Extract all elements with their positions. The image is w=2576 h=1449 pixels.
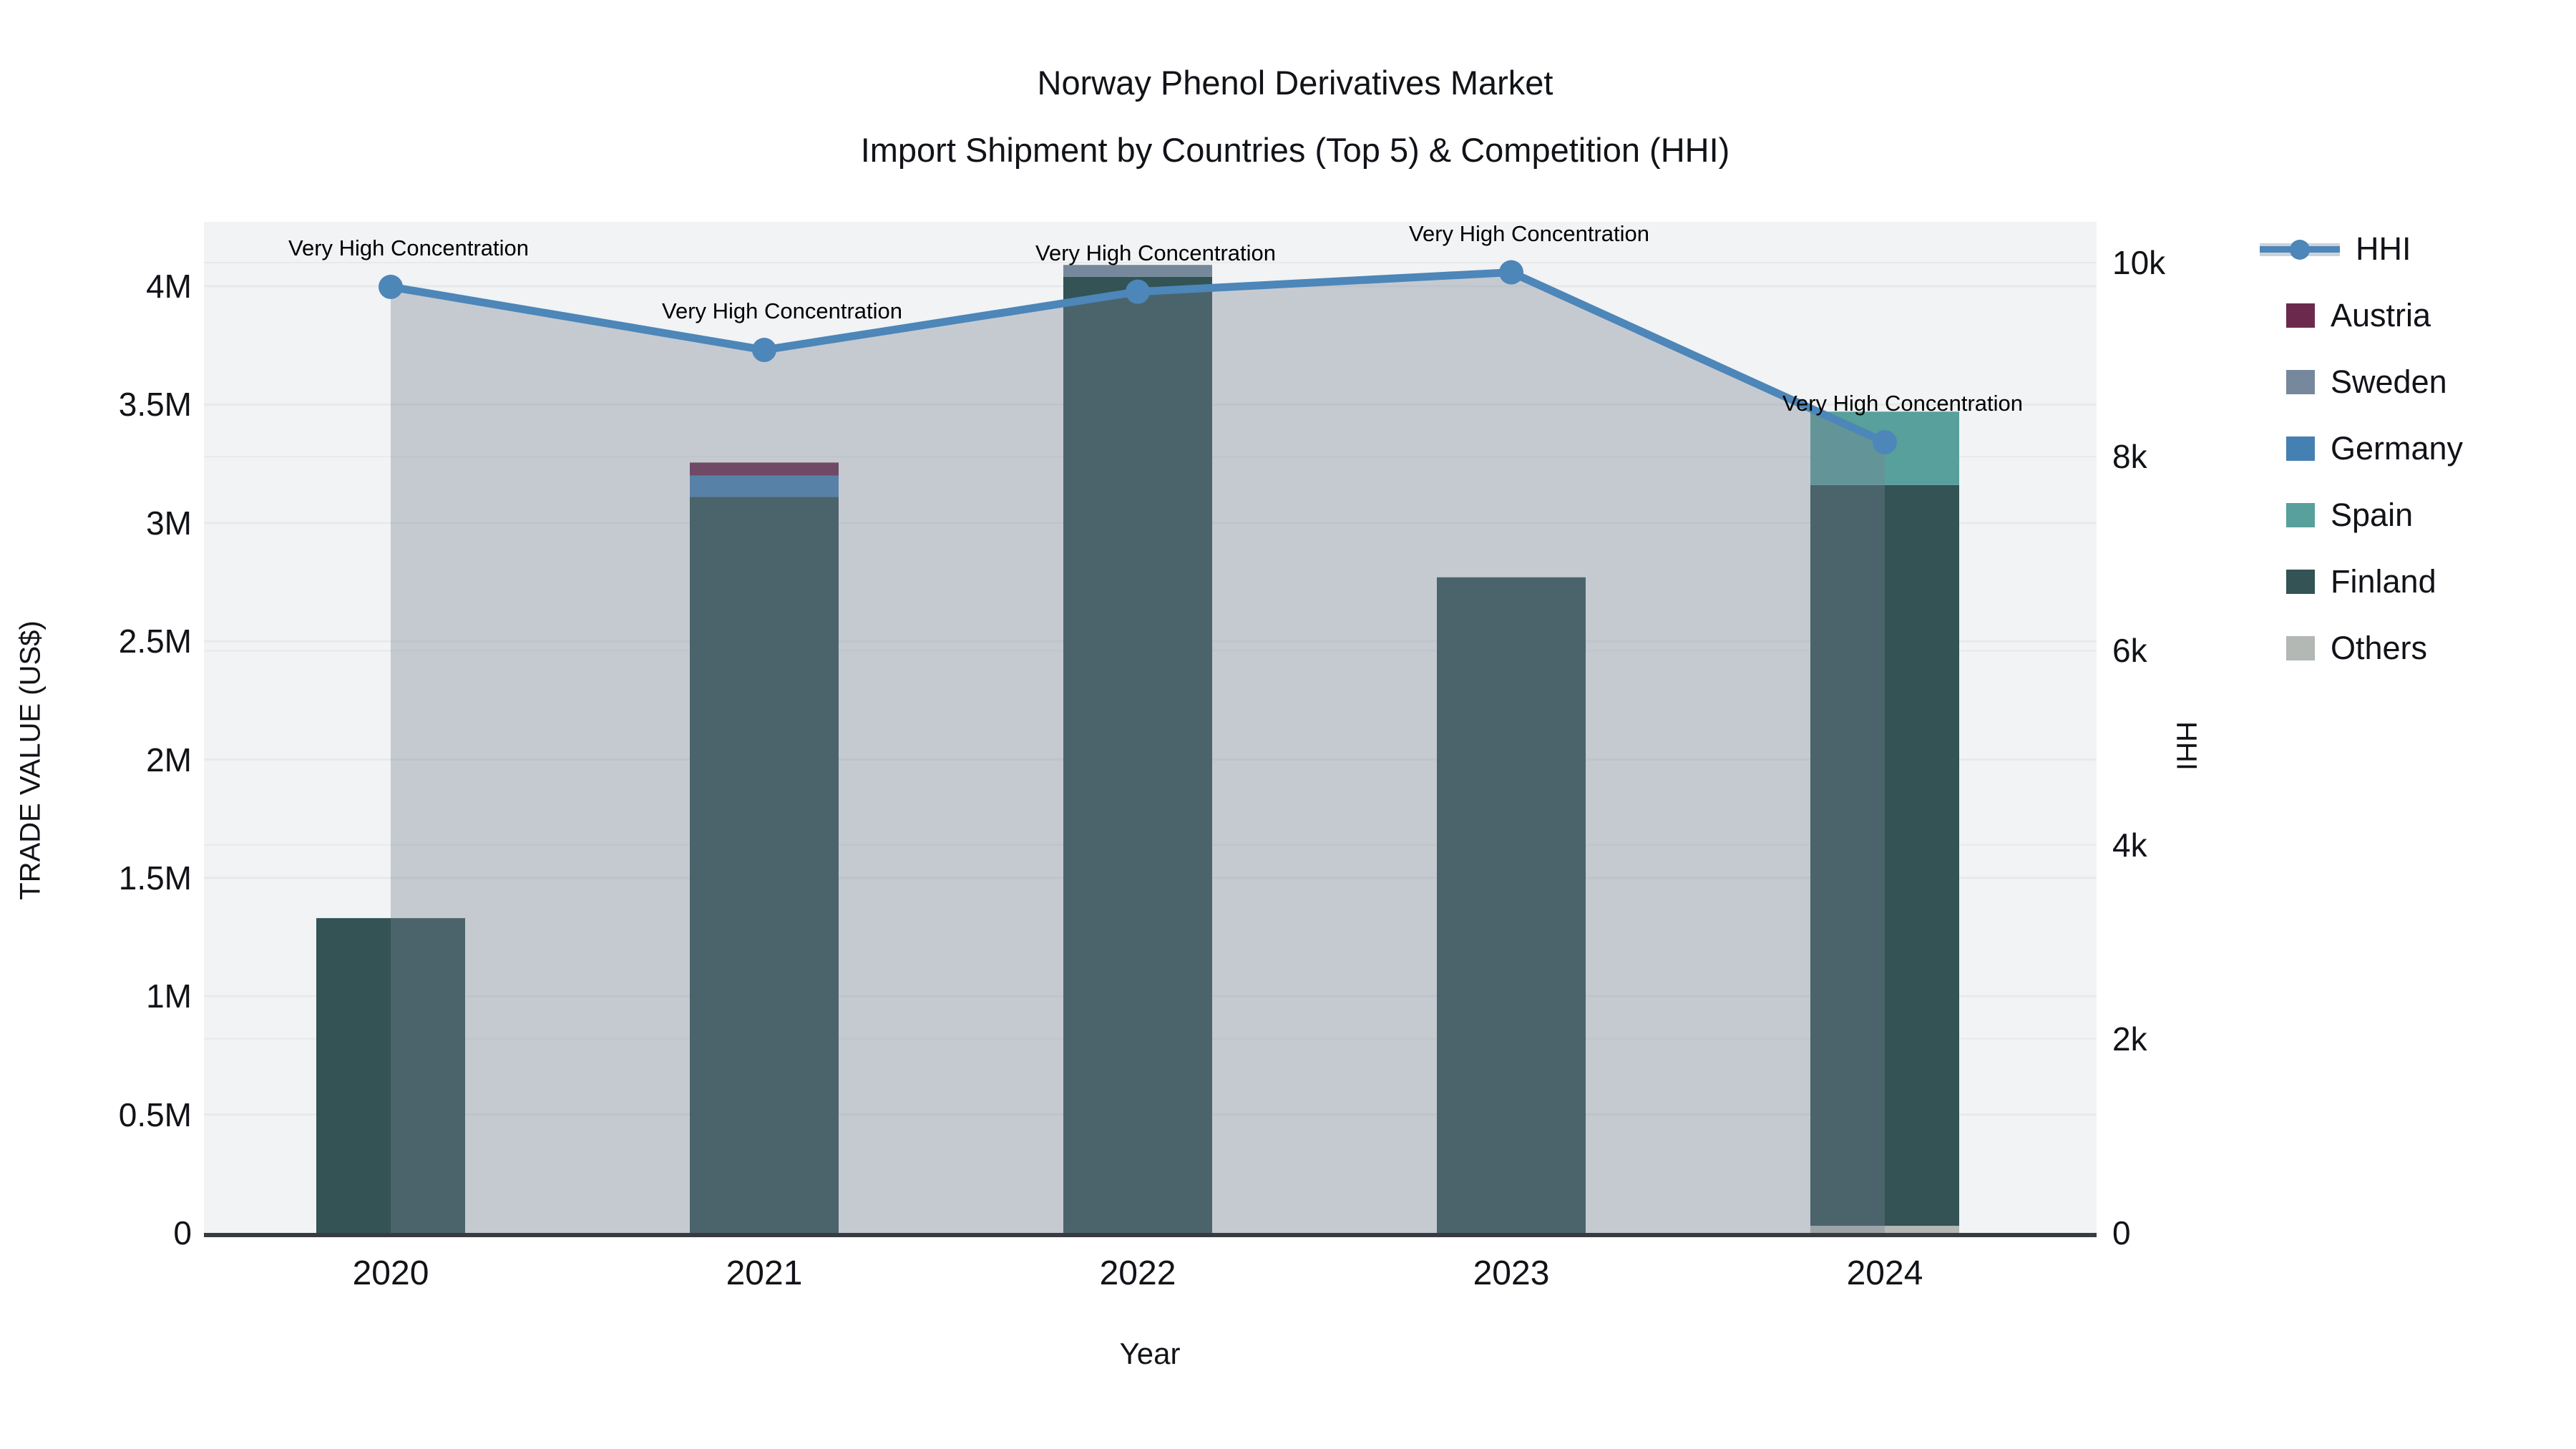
y2-tick-8k: 8k [2112, 438, 2147, 476]
annotation-2024: Very High Concentration [1782, 390, 2024, 416]
y2-axis-title: HHI [2170, 721, 2202, 771]
hhi-area-fill [391, 272, 1885, 1233]
bar-segment-austria-2021[interactable] [690, 462, 839, 476]
legend-item-others[interactable]: Others [2254, 627, 2427, 670]
chart-title-line1: Norway Phenol Derivatives Market [1037, 64, 1553, 102]
bar-segment-finland-2024[interactable] [1810, 484, 1959, 1226]
legend-swatch-austria [2286, 303, 2315, 328]
legend-label-austria: Austria [2331, 297, 2431, 333]
bar-segment-finland-2020[interactable] [316, 918, 465, 1233]
legend-swatch-spain [2286, 503, 2315, 527]
bar-segment-others-2024[interactable] [1810, 1226, 1959, 1233]
x-tick-2024: 2024 [1846, 1254, 1923, 1292]
x-tick-2020: 2020 [352, 1254, 429, 1292]
legend-swatch-germany [2286, 436, 2315, 461]
annotation-2023: Very High Concentration [1408, 220, 1650, 246]
legend-swatch-sweden [2286, 370, 2315, 394]
y2-tick-0: 0 [2112, 1214, 2131, 1252]
y-tick-2M: 2M [146, 741, 192, 779]
y2-tick-4k: 4k [2112, 826, 2147, 864]
y-tick-4M: 4M [146, 268, 192, 305]
hhi-marker-2024[interactable] [1873, 429, 1897, 454]
bar-segment-germany-2021[interactable] [690, 475, 839, 497]
legend-item-spain[interactable]: Spain [2254, 494, 2413, 537]
y-tick-3M: 3M [146, 504, 192, 542]
y2-tick-2k: 2k [2112, 1020, 2147, 1058]
hhi-marker-2023[interactable] [1499, 260, 1523, 285]
legend-item-sweden[interactable]: Sweden [2254, 361, 2447, 404]
legend-item-hhi[interactable]: HHI [2254, 228, 2411, 270]
y-tick-0: 0 [173, 1214, 192, 1252]
hhi-marker-2021[interactable] [752, 338, 776, 363]
legend-swatch-finland [2286, 570, 2315, 594]
x-axis-title: Year [1119, 1337, 1181, 1370]
y-tick-1.5M: 1.5M [118, 859, 192, 897]
y-tick-1M: 1M [146, 977, 192, 1015]
x-tick-2023: 2023 [1473, 1254, 1550, 1292]
x-tick-2022: 2022 [1099, 1254, 1176, 1292]
bar-segment-finland-2021[interactable] [690, 497, 839, 1234]
hhi-marker-2020[interactable] [379, 274, 403, 299]
y-tick-0.5M: 0.5M [118, 1096, 192, 1133]
bar-segment-sweden-2022[interactable] [1063, 265, 1212, 277]
hhi-marker-2022[interactable] [1126, 279, 1150, 304]
legend-label-others: Others [2331, 630, 2428, 666]
legend-item-germany[interactable]: Germany [2254, 427, 2463, 470]
annotation-2020: Very High Concentration [288, 235, 530, 260]
y-tick-2.5M: 2.5M [118, 623, 192, 660]
legend-label-hhi: HHI [2356, 230, 2411, 267]
legend-label-finland: Finland [2331, 563, 2436, 600]
legend-label-sweden: Sweden [2331, 364, 2447, 400]
bar-segment-finland-2023[interactable] [1437, 577, 1586, 1233]
legend-swatch-others [2286, 636, 2315, 660]
legend-label-germany: Germany [2331, 430, 2464, 467]
y-tick-3.5M: 3.5M [118, 386, 192, 424]
legend-label-spain: Spain [2331, 497, 2414, 533]
x-tick-2021: 2021 [726, 1254, 803, 1292]
annotation-2022: Very High Concentration [1035, 240, 1277, 265]
y2-tick-6k: 6k [2112, 632, 2147, 670]
bar-segment-finland-2022[interactable] [1063, 276, 1212, 1233]
y2-tick-10k: 10k [2112, 244, 2166, 281]
legend-item-finland[interactable]: Finland [2254, 560, 2436, 603]
annotation-2021: Very High Concentration [661, 298, 903, 324]
chart-title-line2: Import Shipment by Countries (Top 5) & C… [860, 131, 1730, 169]
legend-line-swatch-hhi [2260, 237, 2340, 261]
legend-item-austria[interactable]: Austria [2254, 294, 2431, 337]
